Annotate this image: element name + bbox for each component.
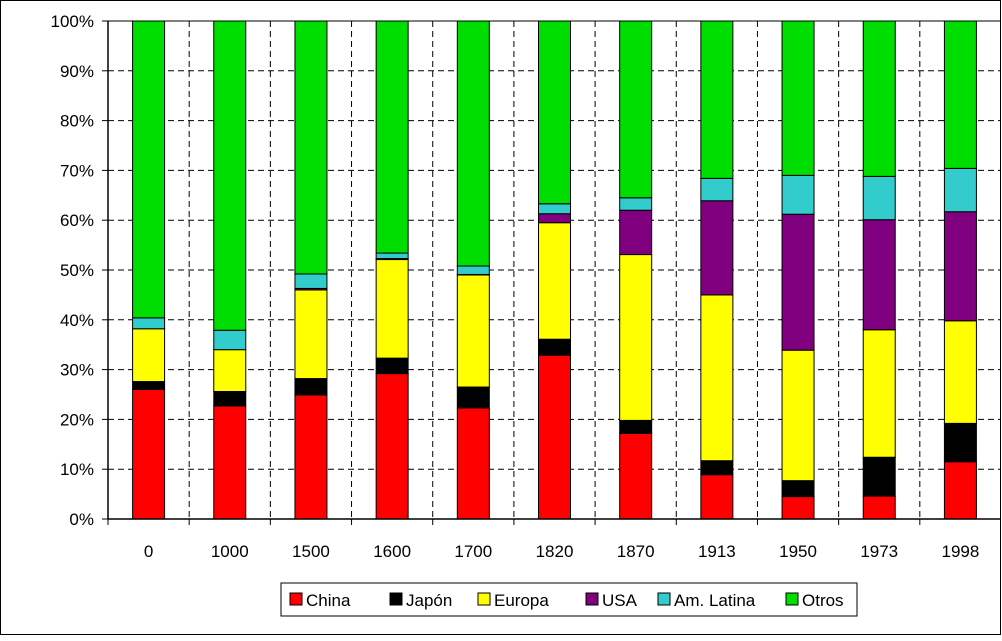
y-tick-label: 0% <box>69 510 94 529</box>
bar-segment <box>620 255 652 421</box>
bar-segment <box>863 220 895 330</box>
x-tick-label: 1600 <box>373 542 411 561</box>
bar-segment <box>863 330 895 457</box>
y-tick-label: 90% <box>60 62 94 81</box>
legend-label: Japón <box>406 591 452 610</box>
bar-segment <box>620 433 652 519</box>
legend-swatch <box>786 593 798 605</box>
bar-segment <box>214 21 246 330</box>
y-tick-label: 10% <box>60 460 94 479</box>
legend-swatch <box>586 593 598 605</box>
bar-segment <box>133 21 165 318</box>
bar-segment <box>376 21 408 253</box>
bar-segment <box>863 457 895 496</box>
bar-segment <box>863 21 895 176</box>
bar-segment <box>295 379 327 395</box>
x-tick-label: 1700 <box>454 542 492 561</box>
bar-segment <box>701 21 733 178</box>
bar-segment <box>701 178 733 200</box>
bar-segment <box>944 212 976 321</box>
legend-label: Am. Latina <box>674 591 756 610</box>
bar-segment <box>539 204 571 214</box>
y-tick-label: 70% <box>60 161 94 180</box>
y-tick-label: 40% <box>60 311 94 330</box>
bar-segment <box>376 358 408 373</box>
x-tick-label: 1950 <box>779 542 817 561</box>
bar-segment <box>863 496 895 519</box>
legend-swatch <box>658 593 670 605</box>
bar-segment <box>295 21 327 274</box>
bar-segment <box>539 355 571 519</box>
bar-segment <box>620 210 652 254</box>
y-tick-label: 100% <box>51 12 94 31</box>
bar-segment <box>782 350 814 480</box>
bar-segment <box>214 330 246 349</box>
x-tick-label: 1973 <box>860 542 898 561</box>
bar-segment <box>295 395 327 519</box>
legend-swatch <box>290 593 302 605</box>
legend-label: USA <box>602 591 638 610</box>
bar-segment <box>944 423 976 461</box>
y-tick-label: 60% <box>60 211 94 230</box>
x-tick-label: 1998 <box>941 542 979 561</box>
bar-segment <box>133 390 165 519</box>
x-tick-label: 1500 <box>292 542 330 561</box>
bar-segment <box>539 339 571 355</box>
bar-segment <box>863 176 895 219</box>
bar-segment <box>701 461 733 475</box>
bar-segment <box>214 406 246 519</box>
bar-segment <box>701 475 733 519</box>
bar-segment <box>782 175 814 214</box>
legend-label: Europa <box>494 591 549 610</box>
bar-segment <box>944 168 976 211</box>
bar-segment <box>944 321 976 424</box>
legend: China Japón Europa USA Am. Latina Otros <box>281 583 857 616</box>
bar-segment <box>782 21 814 175</box>
x-tick-label: 1913 <box>698 542 736 561</box>
bar-segment <box>944 21 976 168</box>
legend-box <box>281 583 857 616</box>
y-tick-label: 80% <box>60 112 94 131</box>
bar-segment <box>214 392 246 406</box>
x-tick-label: 0 <box>144 542 153 561</box>
bar-segment <box>457 275 489 387</box>
bar-segment <box>133 318 165 329</box>
bar-segment <box>620 198 652 210</box>
bar-segment <box>133 329 165 382</box>
legend-label: Otros <box>802 591 844 610</box>
bar-segment <box>214 350 246 392</box>
legend-swatch <box>478 593 490 605</box>
legend-label: China <box>306 591 351 610</box>
bar-segment <box>620 420 652 433</box>
bar-segment <box>944 462 976 519</box>
bar-segment <box>295 274 327 288</box>
bar-segment <box>457 387 489 408</box>
x-tick-label: 1000 <box>211 542 249 561</box>
x-tick-label: 1870 <box>617 542 655 561</box>
bar-segment <box>457 266 489 274</box>
bar-segment <box>539 214 571 223</box>
bar-segment <box>782 497 814 519</box>
bar-segment <box>376 374 408 519</box>
bar-segment <box>457 408 489 519</box>
y-tick-label: 20% <box>60 410 94 429</box>
bar-segment <box>539 21 571 204</box>
y-tick-label: 30% <box>60 361 94 380</box>
legend-swatch <box>390 593 402 605</box>
bar-segment <box>457 21 489 266</box>
bar-segment <box>376 253 408 258</box>
bar-segment <box>539 223 571 340</box>
bar-segment <box>620 21 652 198</box>
bar-segment <box>133 382 165 390</box>
bar-segment <box>701 295 733 461</box>
bar-segment <box>376 260 408 359</box>
bar-segment <box>701 201 733 295</box>
bar-segment <box>782 214 814 350</box>
bar-segment <box>782 481 814 497</box>
x-tick-label: 1820 <box>536 542 574 561</box>
y-tick-label: 50% <box>60 261 94 280</box>
bar-segment <box>295 290 327 379</box>
